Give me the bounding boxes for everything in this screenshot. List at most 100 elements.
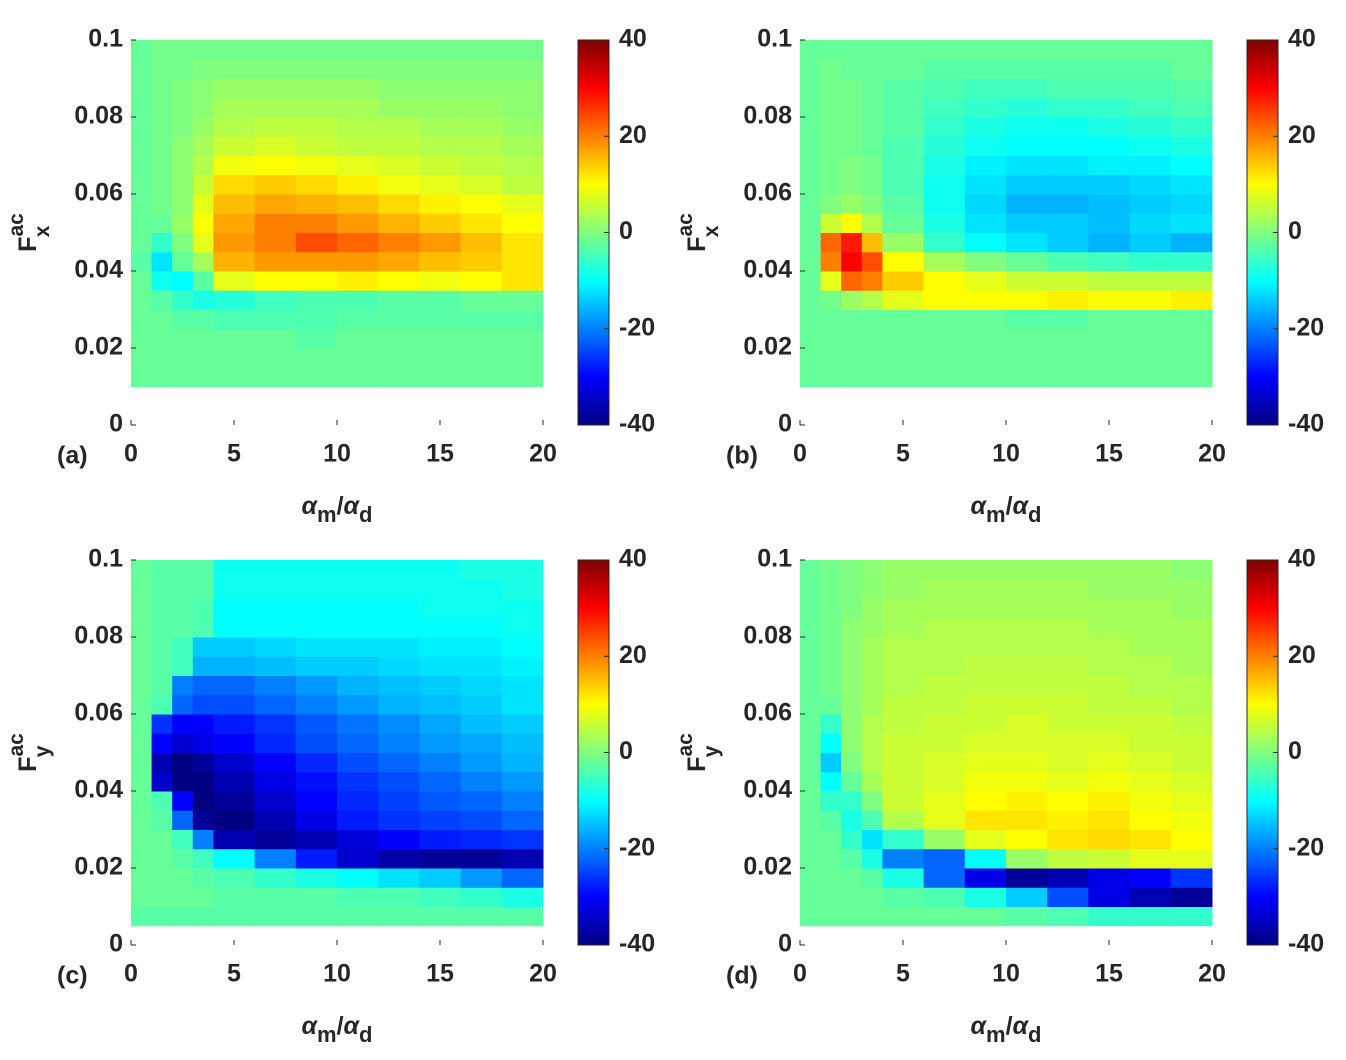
heatmap-cell xyxy=(1047,868,1089,888)
heatmap-cell xyxy=(820,694,842,715)
heatmap-cell xyxy=(501,271,544,291)
heatmap-cell xyxy=(378,868,420,888)
heatmap-cell xyxy=(501,560,544,580)
heatmap-cell xyxy=(172,752,194,773)
panel-label: (a) xyxy=(57,442,88,470)
heatmap-cell xyxy=(337,752,379,773)
heatmap-cell xyxy=(151,675,173,696)
heatmap-cell xyxy=(964,348,1007,368)
y-tick-label: 0.06 xyxy=(74,179,123,207)
heatmap-cell xyxy=(131,328,153,349)
heatmap-cell xyxy=(861,848,883,869)
heatmap-cell xyxy=(1047,40,1089,60)
heatmap-cell xyxy=(151,752,173,773)
heatmap-cell xyxy=(1088,194,1131,214)
heatmap-cell xyxy=(151,232,173,253)
heatmap-cell xyxy=(1170,714,1213,734)
heatmap-cell xyxy=(131,714,153,734)
heatmap-cell xyxy=(841,675,863,696)
heatmap-cell xyxy=(841,560,863,580)
heatmap-cell xyxy=(964,367,1007,387)
heatmap-cell xyxy=(1088,251,1131,272)
heatmap-cell xyxy=(192,251,214,272)
heatmap-cell xyxy=(337,579,379,599)
heatmap-cell xyxy=(1047,251,1089,272)
heatmap-cell xyxy=(841,271,863,291)
heatmap-cell xyxy=(1129,733,1172,753)
y-axis-label: Fac x xyxy=(674,213,723,252)
heatmap-cell xyxy=(419,617,462,638)
heatmap-cell xyxy=(378,617,420,638)
heatmap-cell xyxy=(254,251,297,272)
heatmap-cell xyxy=(131,367,153,387)
heatmap-cell xyxy=(800,328,822,349)
heatmap-cell xyxy=(254,617,297,638)
heatmap-cell xyxy=(419,271,462,291)
heatmap-cell xyxy=(964,771,1007,792)
heatmap-cell xyxy=(419,598,462,619)
heatmap-cell xyxy=(295,97,338,118)
heatmap-cell xyxy=(861,59,883,79)
heatmap-cell xyxy=(151,97,173,118)
heatmap-cell xyxy=(1047,213,1089,233)
heatmap-cell xyxy=(923,791,966,811)
heatmap-cell xyxy=(841,309,863,330)
heatmap-cell xyxy=(172,271,194,291)
heatmap-cell xyxy=(131,97,153,118)
heatmap-cell xyxy=(1088,59,1131,79)
heatmap-cell xyxy=(295,194,338,214)
heatmap-cell xyxy=(295,309,338,330)
heatmap-cell xyxy=(378,560,420,580)
heatmap-cell xyxy=(151,714,173,734)
x-tick-label: 0 xyxy=(793,440,807,468)
heatmap-cell xyxy=(800,617,822,638)
heatmap-cell xyxy=(151,174,173,195)
heatmap-cell xyxy=(1129,309,1172,330)
heatmap-cell xyxy=(964,694,1007,715)
heatmap-cell xyxy=(1006,598,1048,619)
heatmap-cell xyxy=(841,97,863,118)
heatmap-cell xyxy=(419,829,462,850)
heatmap-cell xyxy=(1047,136,1089,156)
heatmap-cell xyxy=(820,213,842,233)
heatmap-cell xyxy=(501,155,544,176)
heatmap-cell xyxy=(1170,791,1213,811)
heatmap-cell xyxy=(1047,117,1089,137)
y-axis-label: Fac y xyxy=(5,733,54,772)
panel-label: (b) xyxy=(726,442,758,470)
heatmap-cell xyxy=(841,136,863,156)
heatmap-cell xyxy=(460,868,503,888)
heatmap-cell xyxy=(861,271,883,291)
heatmap-cell xyxy=(861,637,883,657)
heatmap-cell xyxy=(378,714,420,734)
heatmap-cell xyxy=(337,348,379,368)
heatmap-cell xyxy=(1129,752,1172,773)
heatmap-cell xyxy=(882,791,925,811)
heatmap-cell xyxy=(131,309,153,330)
heatmap-cell xyxy=(820,829,842,850)
heatmap-cell xyxy=(131,213,153,233)
heatmap-cell xyxy=(1088,617,1131,638)
heatmap-cell xyxy=(1006,906,1048,927)
x-tick-label: 10 xyxy=(992,960,1020,988)
heatmap-cell xyxy=(192,733,214,753)
heatmap-cell xyxy=(1129,194,1172,214)
heatmap-cell xyxy=(337,656,379,676)
heatmap-cell xyxy=(1170,694,1213,715)
heatmap-cell xyxy=(378,348,420,368)
heatmap-cell xyxy=(460,309,503,330)
heatmap-cell xyxy=(882,155,925,176)
y-tick-label: 0.04 xyxy=(743,256,792,284)
heatmap-cell xyxy=(1047,791,1089,811)
heatmap-cell xyxy=(337,829,379,850)
heatmap-cell xyxy=(1006,78,1048,99)
heatmap-cell xyxy=(923,868,966,888)
heatmap-cell xyxy=(841,656,863,676)
heatmap-cell xyxy=(1088,155,1131,176)
heatmap-cell xyxy=(254,290,297,310)
heatmap-cell xyxy=(337,367,379,387)
heatmap-cell xyxy=(337,78,379,99)
heatmap-cell xyxy=(501,617,544,638)
heatmap-cell xyxy=(213,271,256,291)
heatmap-cell xyxy=(861,675,883,696)
